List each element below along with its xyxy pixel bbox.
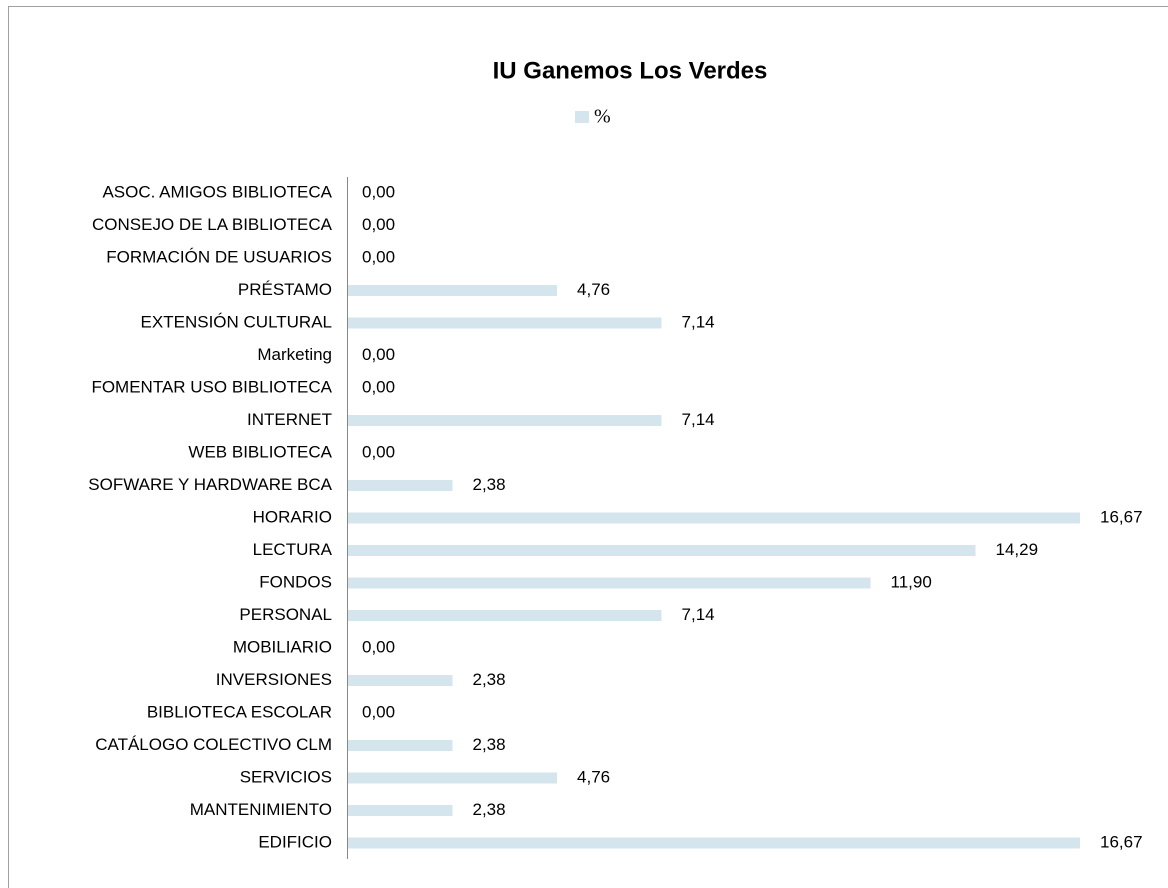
y-tick-label: MOBILIARIO xyxy=(233,637,332,656)
bar xyxy=(348,610,662,621)
chart-title: IU Ganemos Los Verdes xyxy=(493,57,768,84)
data-label: 11,90 xyxy=(891,572,932,591)
data-label: 2,38 xyxy=(473,735,506,754)
y-tick-label: EXTENSIÓN CULTURAL xyxy=(141,312,332,331)
y-tick-label: PRÉSTAMO xyxy=(238,280,332,299)
chart-frame xyxy=(8,6,1168,888)
y-tick-label: CATÁLOGO COLECTIVO CLM xyxy=(95,735,332,754)
y-tick-label: FORMACIÓN DE USUARIOS xyxy=(106,247,332,266)
data-label: 0,00 xyxy=(362,442,395,461)
y-tick-label: EDIFICIO xyxy=(258,832,332,851)
y-tick-label: Marketing xyxy=(257,345,332,364)
bar xyxy=(348,837,1080,849)
bar xyxy=(348,317,662,329)
data-label: 2,38 xyxy=(473,800,506,819)
legend-swatch xyxy=(575,111,589,123)
data-label: 0,00 xyxy=(362,345,395,364)
legend-label: % xyxy=(594,106,611,128)
bar xyxy=(348,285,558,296)
data-label: 14,29 xyxy=(995,540,1038,559)
data-label: 0,00 xyxy=(362,182,395,201)
data-label: 16,67 xyxy=(1100,507,1143,526)
y-tick-label: LECTURA xyxy=(253,540,333,559)
y-tick-label: SOFWARE Y HARDWARE BCA xyxy=(88,475,332,494)
bar xyxy=(348,805,453,816)
y-tick-label: INTERNET xyxy=(247,410,332,429)
bar xyxy=(348,545,976,556)
y-tick-label: PERSONAL xyxy=(239,605,332,624)
y-tick-label: HORARIO xyxy=(253,507,332,526)
data-label: 7,14 xyxy=(682,605,715,624)
y-tick-label: INVERSIONES xyxy=(216,670,332,689)
y-tick-label: WEB BIBLIOTECA xyxy=(188,442,332,461)
data-label: 4,76 xyxy=(577,767,610,786)
data-label: 0,00 xyxy=(362,247,395,266)
bar xyxy=(348,480,453,491)
data-label: 4,76 xyxy=(577,280,610,299)
y-tick-label: BIBLIOTECA ESCOLAR xyxy=(147,702,332,721)
bar xyxy=(348,740,453,751)
y-tick-label: SERVICIOS xyxy=(240,767,332,786)
bar xyxy=(348,675,453,686)
bar xyxy=(348,577,871,589)
data-label: 0,00 xyxy=(362,377,395,396)
data-label: 0,00 xyxy=(362,215,395,234)
data-label: 7,14 xyxy=(682,312,715,331)
data-label: 7,14 xyxy=(682,410,715,429)
data-label: 0,00 xyxy=(362,637,395,656)
data-label: 2,38 xyxy=(473,475,506,494)
y-tick-label: MANTENIMIENTO xyxy=(190,800,332,819)
bar xyxy=(348,415,662,426)
data-label: 2,38 xyxy=(473,670,506,689)
data-label: 0,00 xyxy=(362,702,395,721)
y-tick-label: CONSEJO DE LA BIBLIOTECA xyxy=(92,215,333,234)
data-label: 16,67 xyxy=(1100,832,1143,851)
bar xyxy=(348,512,1080,524)
bar xyxy=(348,772,558,784)
y-tick-label: FONDOS xyxy=(259,572,332,591)
y-tick-label: FOMENTAR USO BIBLIOTECA xyxy=(91,377,332,396)
y-tick-label: ASOC. AMIGOS BIBLIOTECA xyxy=(102,182,332,201)
